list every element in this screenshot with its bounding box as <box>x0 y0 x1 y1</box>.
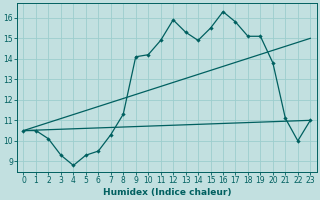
X-axis label: Humidex (Indice chaleur): Humidex (Indice chaleur) <box>103 188 231 197</box>
